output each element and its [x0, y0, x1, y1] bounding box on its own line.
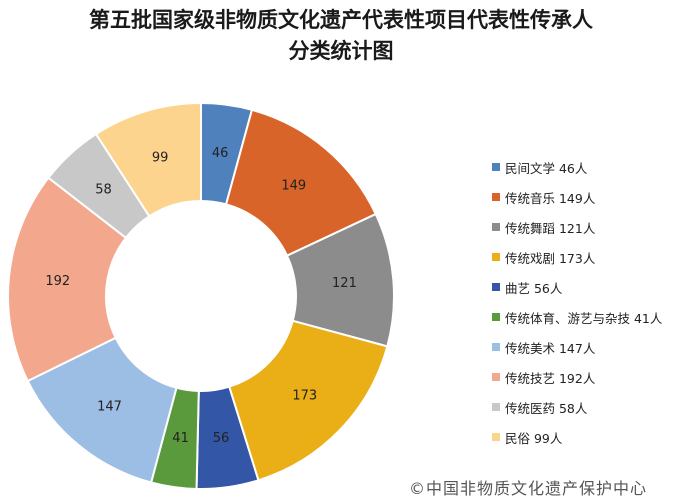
slice-value-label-10: 99: [152, 150, 169, 165]
donut-slice-8: [7, 176, 128, 383]
legend-item-10: 民俗 99人: [492, 422, 680, 452]
legend-swatch: [492, 403, 500, 411]
title-line-1: 第五批国家级非物质文化遗产代表性项目代表性传承人: [89, 7, 593, 32]
copyright-credit: ©中国非物质文化遗产保护中心: [409, 479, 648, 498]
legend-item-9: 传统医药 58人: [492, 392, 680, 422]
legend-swatch: [492, 343, 500, 351]
legend-swatch: [492, 223, 500, 231]
legend-label: 传统美术 147人: [505, 340, 596, 356]
legend-label: 民俗 99人: [505, 430, 563, 446]
legend-swatch: [492, 193, 500, 201]
legend-swatch: [492, 313, 500, 321]
legend-label: 民间文学 46人: [505, 160, 588, 176]
slice-value-label-2: 149: [281, 178, 306, 193]
slice-value-label-6: 41: [172, 431, 189, 446]
legend-item-6: 传统体育、游艺与杂技 41人: [492, 302, 680, 332]
legend-label: 传统音乐 149人: [505, 190, 596, 206]
donut-slice-7: [26, 336, 178, 484]
legend-item-5: 曲艺 56人: [492, 272, 680, 302]
slice-value-label-3: 121: [332, 276, 357, 291]
slice-value-label-8: 192: [45, 274, 70, 289]
slice-value-label-5: 56: [213, 431, 230, 446]
legend-label: 传统医药 58人: [505, 400, 588, 416]
legend-swatch: [492, 433, 500, 441]
legend-label: 传统体育、游艺与杂技 41人: [505, 310, 663, 326]
legend-item-8: 传统技艺 192人: [492, 362, 680, 392]
donut-slice-4: [228, 319, 389, 482]
legend-swatch: [492, 163, 500, 171]
chart-title: 第五批国家级非物质文化遗产代表性项目代表性传承人 分类统计图: [0, 4, 682, 66]
legend-item-4: 传统戏剧 173人: [492, 242, 680, 272]
legend-label: 传统舞蹈 121人: [505, 220, 596, 236]
title-line-2: 分类统计图: [288, 38, 394, 63]
donut-slice-10: [94, 101, 202, 218]
legend-item-2: 传统音乐 149人: [492, 182, 680, 212]
legend-label: 曲艺 56人: [505, 280, 563, 296]
legend-label: 传统戏剧 173人: [505, 250, 596, 266]
slice-value-label-9: 58: [95, 182, 112, 197]
legend-label: 传统技艺 192人: [505, 370, 596, 386]
legend-item-1: 民间文学 46人: [492, 152, 680, 182]
legend-item-3: 传统舞蹈 121人: [492, 212, 680, 242]
legend-swatch: [492, 253, 500, 261]
slice-value-label-7: 147: [97, 400, 122, 415]
legend-item-7: 传统美术 147人: [492, 332, 680, 362]
slice-value-label-4: 173: [292, 388, 317, 403]
legend-swatch: [492, 373, 500, 381]
legend-swatch: [492, 283, 500, 291]
slice-value-label-1: 46: [212, 146, 229, 161]
chart-legend: 民间文学 46人 传统音乐 149人 传统舞蹈 121人 传统戏剧 173人 曲艺 56…: [492, 152, 680, 452]
